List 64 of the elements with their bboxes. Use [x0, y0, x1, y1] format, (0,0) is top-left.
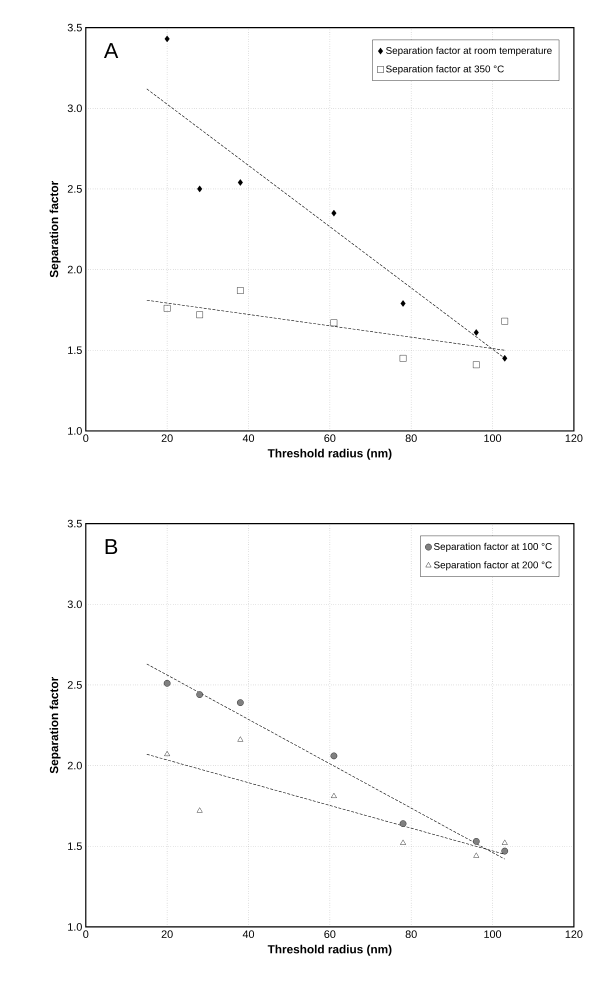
y-tick-label: 1.5: [68, 842, 82, 850]
legend-label: Separation factor at room temperature: [386, 46, 552, 56]
point: [196, 807, 202, 813]
point: [164, 304, 170, 312]
x-tick-label: 100: [484, 434, 501, 442]
point: [164, 680, 170, 687]
x-tick-label: 20: [161, 434, 172, 442]
x-tick-label: 0: [82, 930, 88, 938]
point: [473, 852, 479, 858]
y-tick-label: 2.5: [68, 185, 82, 193]
y-tick-label: 3.5: [67, 24, 82, 32]
point: [330, 792, 337, 798]
point: [238, 179, 243, 186]
point: [331, 210, 336, 216]
annotation: B: [105, 539, 117, 554]
x-axis-title: Threshold radius (nm): [268, 448, 392, 460]
point: [237, 736, 244, 742]
x-tick-label: 20: [161, 930, 172, 938]
x-tick-label: 100: [484, 930, 501, 938]
y-tick-label: 3.0: [67, 104, 82, 112]
point: [502, 354, 508, 362]
x-tick-label: 80: [405, 434, 417, 442]
annotation: A: [104, 43, 118, 58]
point: [400, 840, 406, 845]
x-tick-label: 120: [565, 434, 582, 442]
y-tick-label: 2.0: [68, 266, 82, 274]
legend-label: Separation factor at 350 °C: [386, 65, 504, 74]
point: [196, 186, 202, 192]
point: [399, 354, 406, 362]
x-tick-label: 60: [324, 434, 336, 442]
x-tick-label: 40: [242, 434, 254, 442]
y-tick-label: 1.5: [68, 346, 82, 354]
point: [196, 311, 203, 318]
y-tick-label: 3.5: [67, 520, 82, 528]
y-tick-label: 2.5: [68, 681, 82, 689]
point: [236, 287, 244, 294]
x-tick-label: 40: [242, 930, 254, 938]
point: [472, 838, 480, 845]
point: [501, 848, 508, 854]
y-tick-label: 1.0: [68, 427, 82, 435]
point: [236, 699, 244, 706]
point: [399, 820, 406, 827]
point: [502, 840, 508, 845]
x-tick-label: 120: [565, 930, 582, 938]
point: [501, 318, 508, 325]
legend-label: Separation factor at 200 °C: [434, 561, 552, 570]
y-axis-title: Separation factor: [49, 180, 60, 278]
point: [330, 319, 338, 326]
point: [164, 750, 170, 756]
point: [400, 300, 406, 307]
x-tick-label: 60: [324, 930, 336, 938]
x-tick-label: 80: [405, 930, 417, 938]
point: [473, 329, 479, 336]
legend-label: Separation factor at 100 °C: [434, 542, 552, 552]
x-tick-label: 0: [82, 434, 88, 442]
x-axis-title: Threshold radius (nm): [268, 944, 392, 956]
point: [196, 691, 203, 698]
y-tick-label: 2.0: [68, 762, 82, 770]
y-tick-label: 3.0: [67, 600, 82, 608]
point: [472, 361, 480, 368]
point: [330, 752, 338, 760]
y-axis-title: Separation factor: [49, 676, 60, 774]
y-tick-label: 1.0: [68, 923, 82, 931]
point: [164, 36, 170, 42]
